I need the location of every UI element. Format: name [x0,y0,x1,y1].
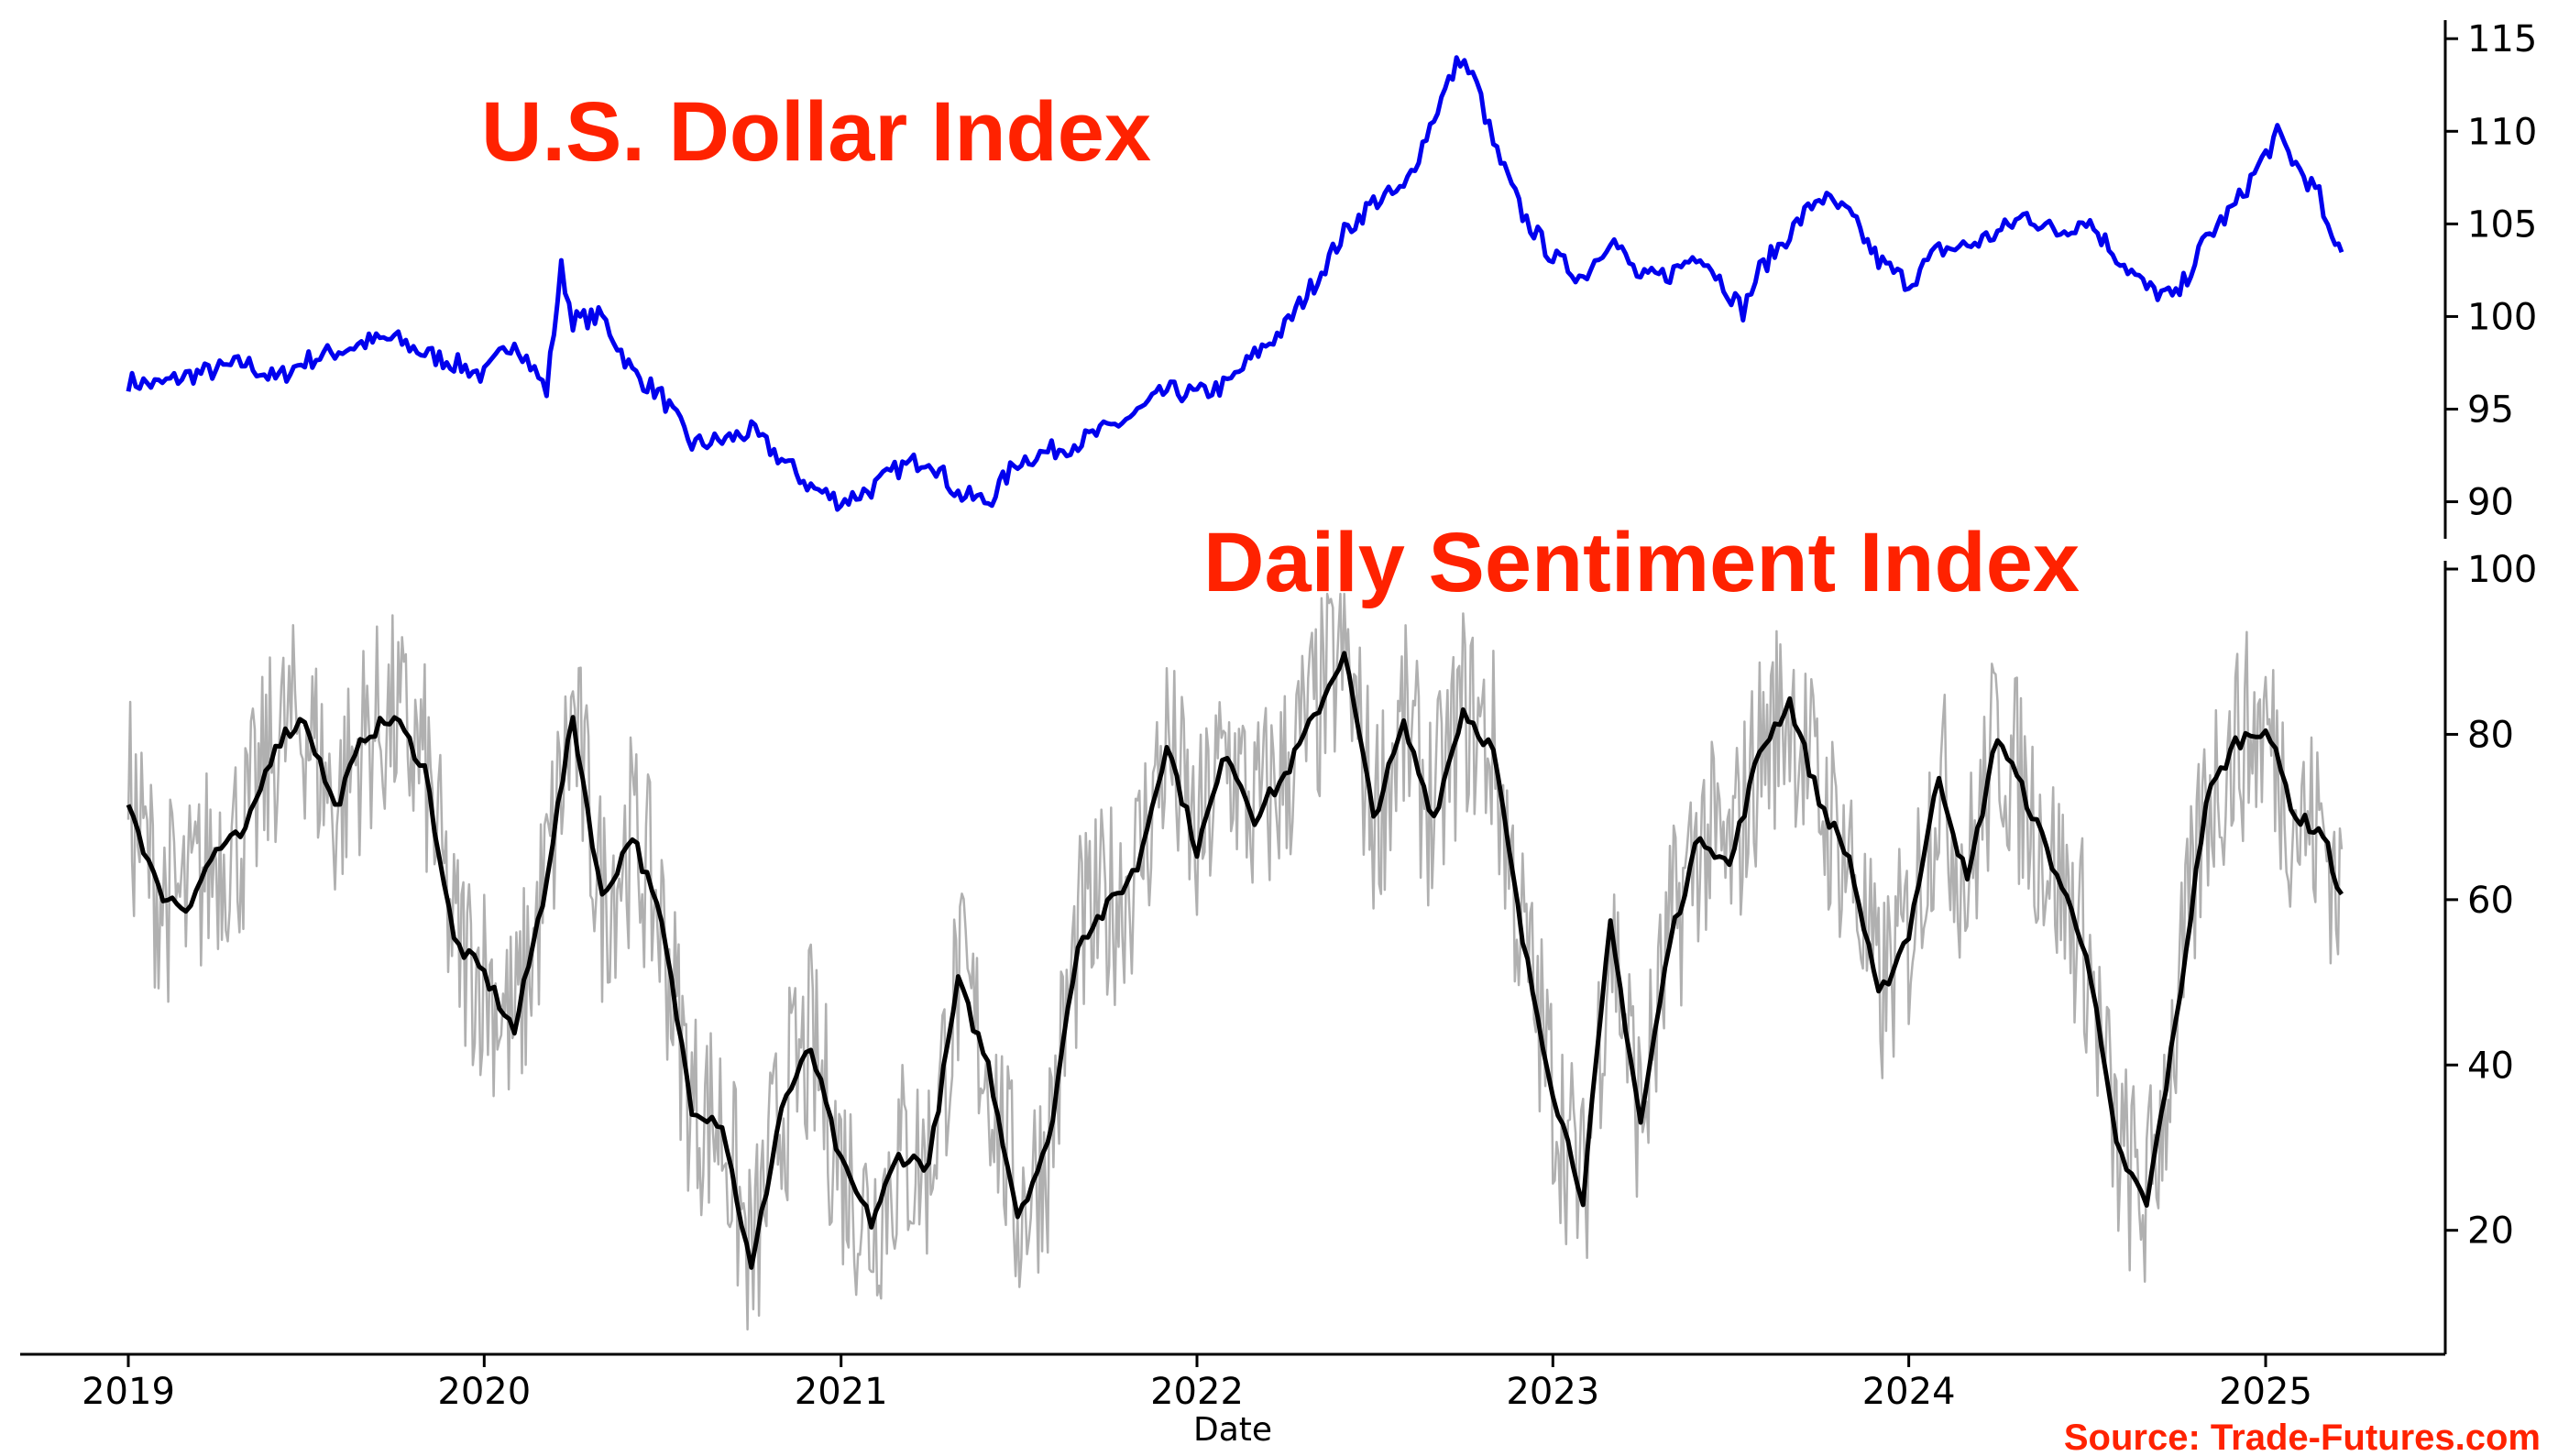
x-tick-label: 2021 [795,1371,888,1413]
sentiment-y-tick-label: 100 [2467,549,2537,591]
source-note: Source: Trade-Futures.com [2064,1418,2541,1456]
dollar-y-tick-label: 105 [2467,203,2537,246]
sentiment-y-tick-label: 40 [2467,1045,2514,1087]
dollar-y-tick-label: 115 [2467,18,2537,60]
sentiment-y-tick-label: 20 [2467,1210,2514,1253]
dollar-y-tick-label: 110 [2467,111,2537,153]
dollar-y-tick-label: 95 [2467,389,2514,432]
dollar-y-tick-label: 90 [2467,482,2514,524]
x-tick-label: 2024 [1862,1371,1956,1413]
sentiment-y-tick-label: 60 [2467,880,2514,922]
x-tick-label: 2023 [1506,1371,1599,1413]
dollar-index-panel: 90 95 100 105 110 115 U.S. Dollar Index [126,18,2537,539]
x-tick-label: 2020 [437,1371,531,1413]
series-dxy-line [126,55,2344,512]
dollar-y-tick-label: 100 [2467,296,2537,338]
x-tick-label: 2022 [1150,1371,1244,1413]
sentiment-index-title: Daily Sentiment Index [1203,516,2080,609]
sentiment-y-tick-label: 80 [2467,714,2514,756]
dollar-index-title: U.S. Dollar Index [481,85,1151,179]
series-dsi-smoothed-line [126,651,2344,1270]
x-tick-label: 2019 [82,1371,175,1413]
series-dsi-daily-line [126,592,2344,1331]
x-tick-label: 2025 [2219,1371,2312,1413]
x-axis-title: Date [1193,1411,1272,1449]
sentiment-panel: 20 40 60 80 100 2019 2020 2021 2022 2023 2024 2025… [20,516,2537,1413]
